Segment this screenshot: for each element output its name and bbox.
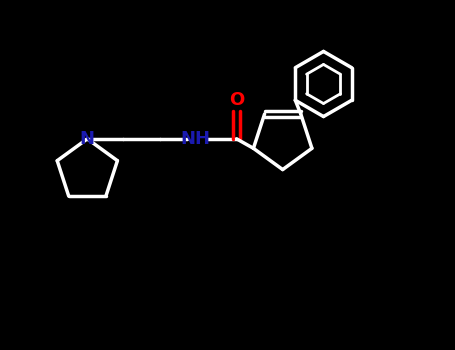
Text: NH: NH <box>181 130 211 148</box>
Text: O: O <box>229 91 244 109</box>
Text: N: N <box>80 130 95 148</box>
